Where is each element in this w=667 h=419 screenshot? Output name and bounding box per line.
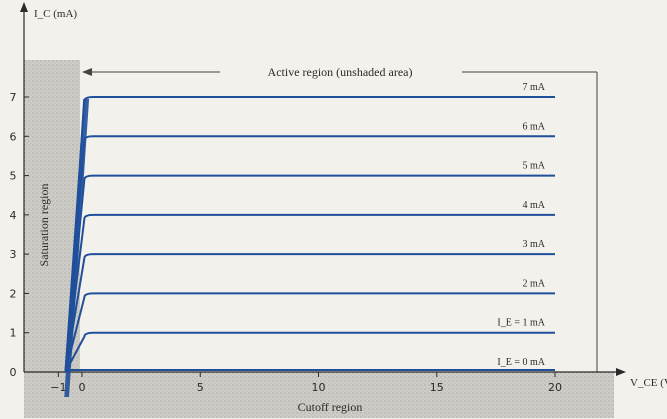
x-tick-label: 0 xyxy=(79,381,86,394)
y-tick-label: 0 xyxy=(10,366,17,379)
saturation-curve-band xyxy=(64,98,90,397)
y-tick-label: 6 xyxy=(10,130,17,143)
y-tick-label: 5 xyxy=(10,170,17,183)
curve-label: I_E = 0 mA xyxy=(497,357,545,368)
collector-curves xyxy=(64,96,555,397)
x-tick-label: 20 xyxy=(548,381,562,394)
x-tick-label: 5 xyxy=(197,381,204,394)
curve-label: 3 mA xyxy=(523,239,546,250)
curve-label: 6 mA xyxy=(523,121,546,132)
x-tick-label: 15 xyxy=(430,381,444,394)
curve-label: 2 mA xyxy=(523,278,546,289)
curve-label: 4 mA xyxy=(523,200,546,211)
ic-curve-2-ma xyxy=(64,292,555,373)
active-region-label: Active region (unshaded area) xyxy=(268,65,413,79)
saturation-region-label: Saturation region xyxy=(37,184,51,267)
y-tick-label: 3 xyxy=(10,248,17,261)
x-axis-arrowhead xyxy=(616,368,626,376)
ic-curve-i-e-1-ma xyxy=(64,331,555,373)
ic-curve-5-ma xyxy=(64,174,555,373)
y-axis-label: I_C (mA) xyxy=(34,8,77,20)
x-tick-label: 10 xyxy=(312,381,326,394)
active-region-arrowhead xyxy=(82,68,92,76)
y-tick-label: 4 xyxy=(10,209,17,222)
ic-curve-3-ma xyxy=(64,253,555,373)
x-axis-label: V_CE (V xyxy=(630,377,667,389)
y-axis-arrowhead xyxy=(20,2,28,12)
curve-label: I_E = 1 mA xyxy=(497,318,545,329)
cutoff-region-label: Cutoff region xyxy=(298,400,363,414)
y-tick-label: 1 xyxy=(10,327,17,340)
ic-curve-4-ma xyxy=(64,213,555,373)
curve-label: 7 mA xyxy=(523,82,546,93)
y-axis-ticks: 0 1 2 3 4 5 6 7 xyxy=(10,91,29,379)
cutoff-region-shade xyxy=(24,372,614,418)
curve-label: 5 mA xyxy=(523,161,546,172)
x-axis-ticks: −1 0 5 10 15 20 xyxy=(50,372,562,394)
y-tick-label: 2 xyxy=(10,287,17,300)
y-tick-label: 7 xyxy=(10,91,17,104)
x-tick-label: −1 xyxy=(50,381,66,394)
ic-curve-7-ma xyxy=(64,96,555,373)
curve-labels: 7 mA 6 mA 5 mA 4 mA 3 mA 2 mA I_E = 1 mA I_E = … xyxy=(497,82,545,368)
